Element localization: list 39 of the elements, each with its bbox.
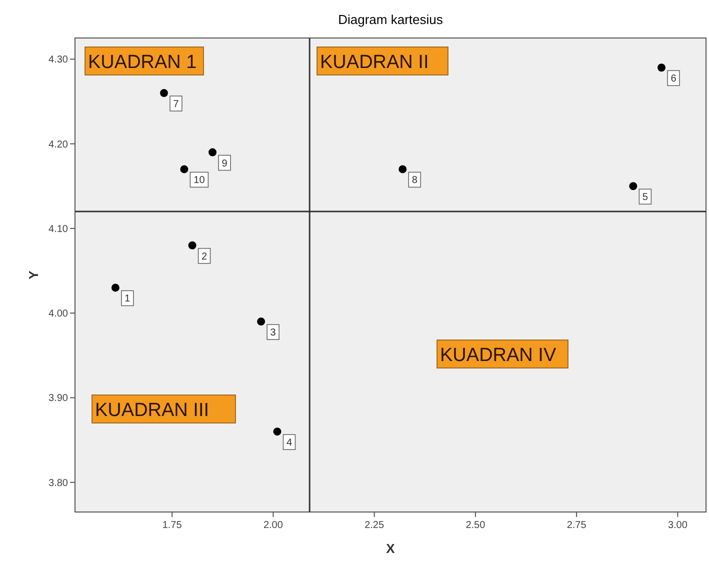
point [111,284,120,292]
annotation: 5 [642,192,648,204]
point [273,428,282,436]
annotation: 8 [412,175,418,186]
point [398,165,407,174]
annotation: 7 [173,99,180,110]
annotation: 1 [124,294,131,305]
annotation: 4 [286,438,292,449]
point [629,182,638,190]
annotation: 6 [670,74,677,85]
y-tick-label: 3.90 [48,393,68,404]
annotation: KUADRAN IV [440,345,556,366]
annotation: 9 [222,158,228,170]
y-tick-label: 4.30 [48,54,68,66]
annotation: 3 [270,328,276,339]
x-tick-label: 2.00 [263,520,284,531]
x-axis-title: X [386,541,396,556]
point [188,241,196,250]
y-tick-label: 3.80 [48,478,68,489]
chart-title: Diagram kartesius [338,12,444,27]
point [658,64,666,72]
y-tick-label: 4.00 [48,308,68,320]
x-tick-label: 2.75 [566,520,587,531]
y-tick-label: 4.20 [48,139,68,150]
point [257,318,266,326]
annotation: KUADRAN 1 [88,52,197,73]
x-tick-label: 2.50 [466,520,486,531]
y-axis-title: Y [26,270,41,280]
x-tick-label: 1.75 [162,520,182,531]
y-tick-label: 4.10 [48,224,68,235]
point [160,89,168,98]
x-tick-label: 2.25 [364,520,384,531]
x-tick-label: 3.00 [668,520,688,531]
annotation: KUADRAN III [95,400,210,421]
point [208,148,217,156]
point [180,165,188,174]
annotation: KUADRAN II [320,52,429,73]
annotation: 2 [202,251,208,262]
annotation: 10 [194,175,206,186]
